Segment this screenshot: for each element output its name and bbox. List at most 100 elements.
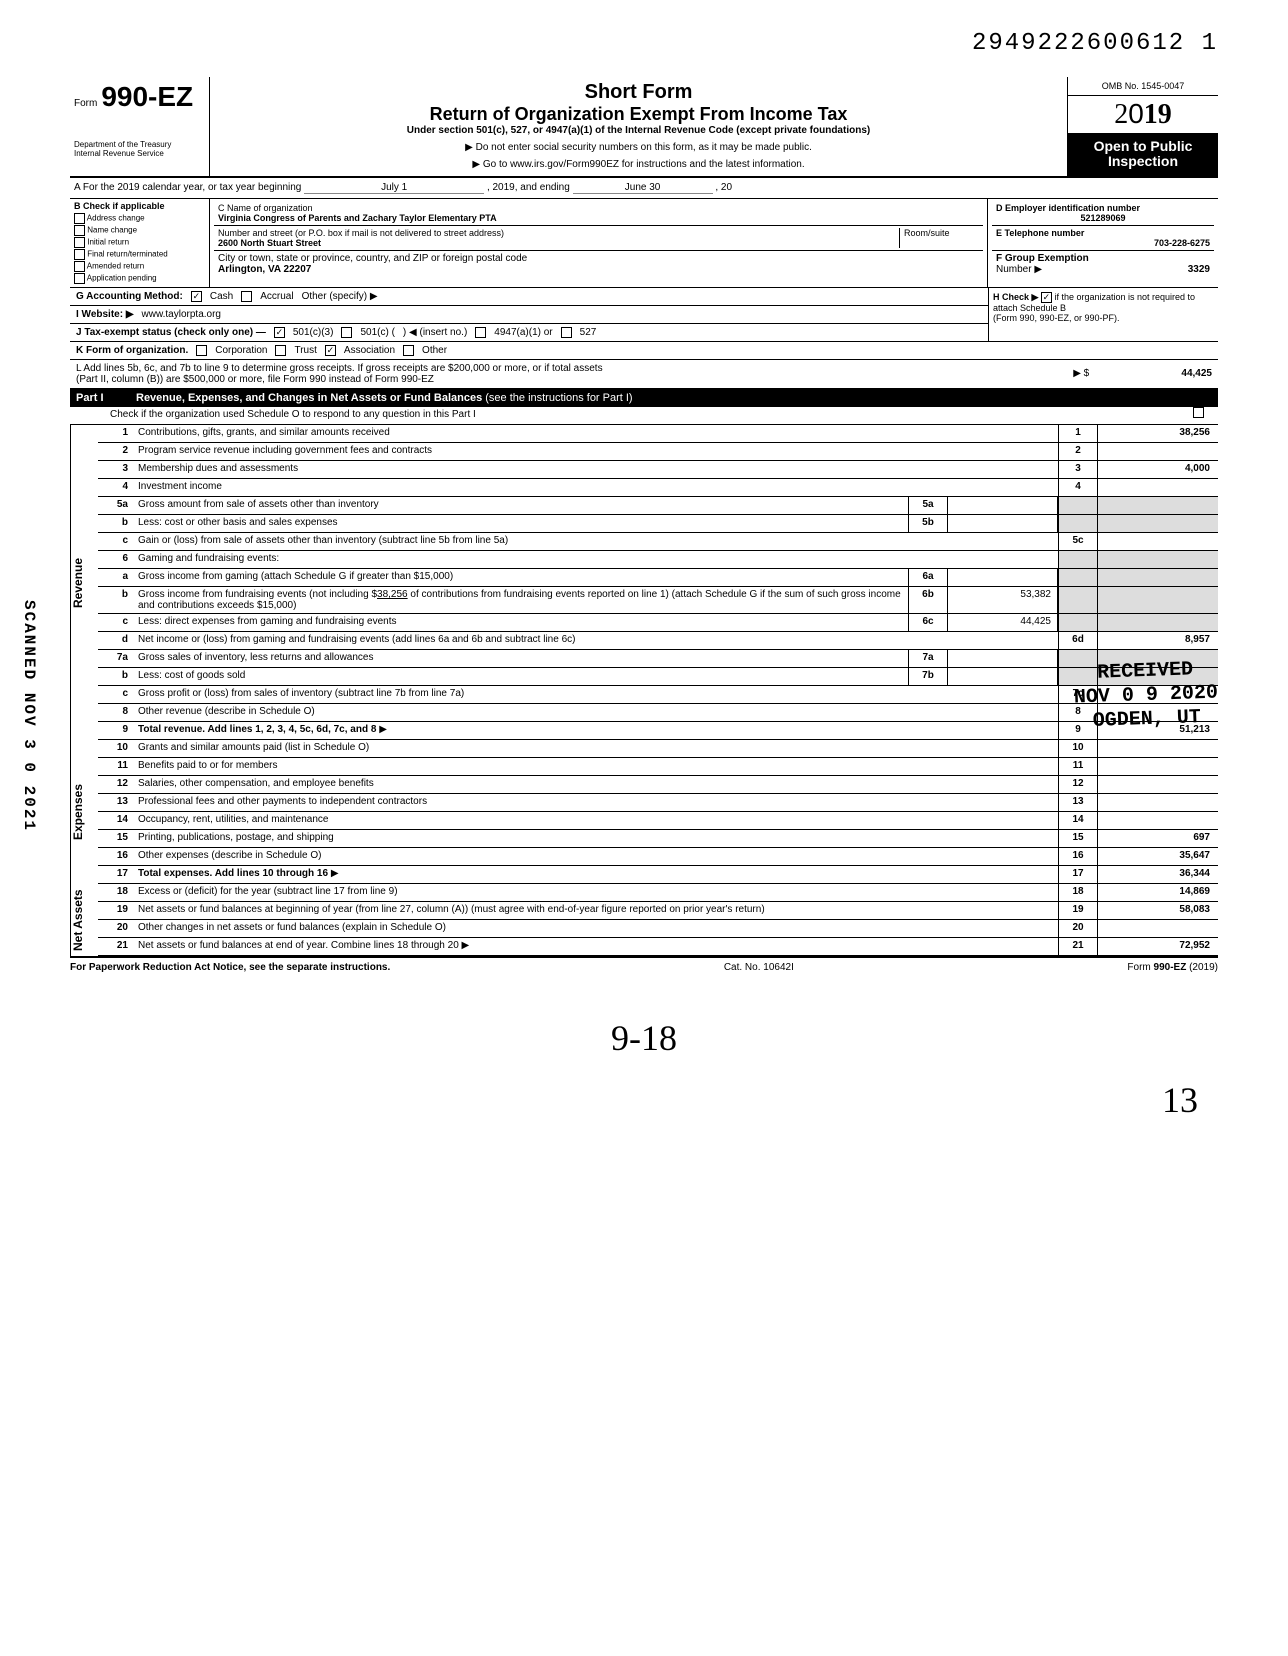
b-opt-address[interactable]: Address change — [74, 213, 205, 224]
line4-val[interactable] — [1098, 479, 1218, 496]
line6b-val[interactable]: 53,382 — [948, 587, 1058, 613]
line13-desc: Professional fees and other payments to … — [134, 794, 1058, 811]
line20-desc: Other changes in net assets or fund bala… — [134, 920, 1058, 937]
bcdef-row: B Check if applicable Address change Nam… — [70, 199, 1218, 288]
other-checkbox[interactable] — [403, 345, 414, 356]
form-num: 990-EZ — [101, 81, 193, 113]
open-l1: Open to Public — [1070, 139, 1216, 154]
line1-val[interactable]: 38,256 — [1098, 425, 1218, 442]
line10-val[interactable] — [1098, 740, 1218, 757]
city[interactable]: Arlington, VA 22207 — [218, 264, 311, 275]
line5c-val[interactable] — [1098, 533, 1218, 550]
line3-val[interactable]: 4,000 — [1098, 461, 1218, 478]
trust-checkbox[interactable] — [275, 345, 286, 356]
line2-desc: Program service revenue including govern… — [134, 443, 1058, 460]
accrual-label: Accrual — [260, 291, 293, 302]
line5b-val[interactable] — [948, 515, 1058, 532]
period-row: A For the 2019 calendar year, or tax yea… — [70, 178, 1218, 199]
open-l2: Inspection — [1070, 154, 1216, 169]
footer-mid: Cat. No. 10642I — [724, 962, 794, 973]
period-end[interactable]: June 30 — [573, 182, 713, 194]
line15-desc: Printing, publications, postage, and shi… — [134, 830, 1058, 847]
part1-header: Part I Revenue, Expenses, and Changes in… — [70, 389, 1218, 407]
dept: Department of the Treasury Internal Reve… — [74, 141, 205, 159]
tax-year: 2019 — [1068, 96, 1218, 133]
b-header: B Check if applicable — [74, 201, 205, 211]
part1-check: Check if the organization used Schedule … — [106, 407, 1178, 424]
line20-val[interactable] — [1098, 920, 1218, 937]
ein[interactable]: 521289069 — [996, 213, 1210, 223]
period-begin[interactable]: July 1 — [304, 182, 484, 194]
assoc-label: Association — [344, 345, 395, 356]
501c-label: 501(c) ( — [360, 327, 394, 338]
line7b-val[interactable] — [948, 668, 1058, 685]
cash-checkbox[interactable] — [191, 291, 202, 302]
part1-note: (see the instructions for Part I) — [485, 392, 632, 404]
form-label: Form — [74, 98, 97, 109]
part1-label: Part I — [76, 392, 136, 404]
h-sub: (Form 990, 990-EZ, or 990-PF). — [993, 313, 1120, 323]
goto-note: ▶ Go to www.irs.gov/Form990EZ for instru… — [218, 159, 1059, 170]
website[interactable]: www.taylorpta.org — [142, 309, 221, 320]
l-line1: L Add lines 5b, 6c, and 7b to line 9 to … — [76, 363, 603, 374]
line18-val[interactable]: 14,869 — [1098, 884, 1218, 901]
line6b-contrib[interactable]: 38,256 — [377, 589, 408, 600]
h-box: H Check ▶ if the organization is not req… — [988, 288, 1218, 342]
line6d-desc: Net income or (loss) from gaming and fun… — [134, 632, 1058, 649]
part1-schedo-checkbox[interactable] — [1193, 407, 1204, 418]
corp-checkbox[interactable] — [196, 345, 207, 356]
i-label: I Website: ▶ — [76, 309, 134, 320]
omb: OMB No. 1545-0047 — [1068, 77, 1218, 96]
line2-val[interactable] — [1098, 443, 1218, 460]
line6a-val[interactable] — [948, 569, 1058, 586]
line7a-val[interactable] — [948, 650, 1058, 667]
room-suite[interactable]: Room/suite — [899, 228, 979, 248]
line11-desc: Benefits paid to or for members — [134, 758, 1058, 775]
group-exemption[interactable]: 3329 — [1188, 264, 1210, 275]
footer-left: For Paperwork Reduction Act Notice, see … — [70, 962, 390, 973]
line17-val[interactable]: 36,344 — [1098, 866, 1218, 883]
501c3-checkbox[interactable] — [274, 327, 285, 338]
4947-checkbox[interactable] — [475, 327, 486, 338]
b-opt-amended[interactable]: Amended return — [74, 261, 205, 272]
527-checkbox[interactable] — [561, 327, 572, 338]
part1-check-row: Check if the organization used Schedule … — [70, 407, 1218, 425]
i-row: I Website: ▶ www.taylorpta.org — [70, 306, 988, 324]
f-num-label: Number ▶ — [996, 264, 1042, 275]
501c-checkbox[interactable] — [341, 327, 352, 338]
b-opt-final[interactable]: Final return/terminated — [74, 249, 205, 260]
line5a-val[interactable] — [948, 497, 1058, 514]
assoc-checkbox[interactable] — [325, 345, 336, 356]
line21-val[interactable]: 72,952 — [1098, 938, 1218, 955]
street[interactable]: 2600 North Stuart Street — [218, 238, 321, 248]
j-label: J Tax-exempt status (check only one) — — [76, 327, 266, 338]
phone[interactable]: 703-228-6275 — [996, 238, 1210, 248]
org-name[interactable]: Virginia Congress of Parents and Zachary… — [218, 213, 497, 223]
b-opt-initial[interactable]: Initial return — [74, 237, 205, 248]
line6c-val[interactable]: 44,425 — [948, 614, 1058, 631]
line15-val[interactable]: 697 — [1098, 830, 1218, 847]
line12-desc: Salaries, other compensation, and employ… — [134, 776, 1058, 793]
h-checkbox[interactable] — [1041, 292, 1052, 303]
line16-val[interactable]: 35,647 — [1098, 848, 1218, 865]
line1-desc: Contributions, gifts, grants, and simila… — [134, 425, 1058, 442]
line17-desc: Total expenses. Add lines 10 through 16 … — [134, 866, 1058, 883]
l-line2: (Part II, column (B)) are $500,000 or mo… — [76, 374, 434, 385]
b-opt-pending[interactable]: Application pending — [74, 273, 205, 284]
line14-desc: Occupancy, rent, utilities, and maintena… — [134, 812, 1058, 829]
line7b-desc: Less: cost of goods sold — [134, 668, 908, 685]
line19-val[interactable]: 58,083 — [1098, 902, 1218, 919]
l-value[interactable]: 44,425 — [1092, 368, 1212, 379]
short-form-title: Short Form — [218, 81, 1059, 104]
line11-val[interactable] — [1098, 758, 1218, 775]
c-label: C Name of organization — [218, 203, 313, 213]
line13-val[interactable] — [1098, 794, 1218, 811]
line14-val[interactable] — [1098, 812, 1218, 829]
footer: For Paperwork Reduction Act Notice, see … — [70, 956, 1218, 977]
accrual-checkbox[interactable] — [241, 291, 252, 302]
period-suffix: , 20 — [715, 182, 732, 193]
line6d-val[interactable]: 8,957 — [1098, 632, 1218, 649]
b-opt-name[interactable]: Name change — [74, 225, 205, 236]
line12-val[interactable] — [1098, 776, 1218, 793]
line10-desc: Grants and similar amounts paid (list in… — [134, 740, 1058, 757]
